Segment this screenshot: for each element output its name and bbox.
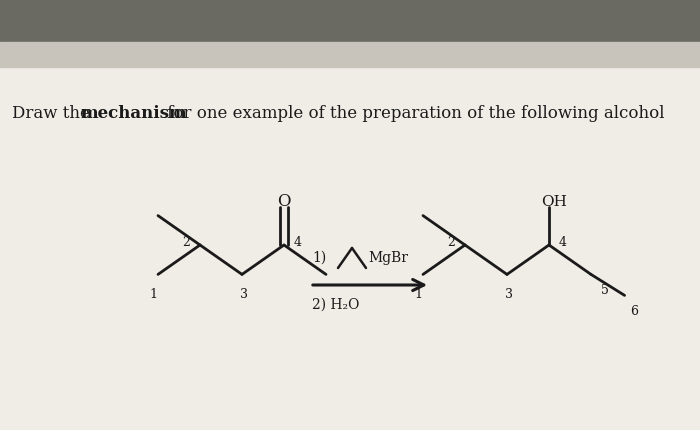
Text: 3: 3 (240, 289, 248, 301)
Text: 4: 4 (294, 237, 302, 249)
Text: OH: OH (541, 195, 567, 209)
Text: 6: 6 (631, 305, 638, 318)
Text: O: O (277, 193, 290, 210)
Text: 2) H₂O: 2) H₂O (312, 298, 359, 312)
Text: 1: 1 (414, 289, 422, 301)
Text: 5: 5 (601, 284, 609, 298)
Text: Draw the: Draw the (12, 105, 95, 122)
Bar (0, 42, 700, 67)
Bar (0, 55, 700, 430)
Text: 2: 2 (182, 237, 190, 249)
Text: 2: 2 (447, 237, 455, 249)
Text: MgBr: MgBr (368, 251, 408, 265)
Text: 1): 1) (312, 251, 326, 265)
Text: for one example of the preparation of the following alcohol: for one example of the preparation of th… (162, 105, 664, 122)
Text: 1: 1 (149, 289, 157, 301)
Text: 3: 3 (505, 289, 513, 301)
Text: 4: 4 (559, 237, 567, 249)
Text: mechanism: mechanism (80, 105, 187, 122)
Bar (0, 0, 700, 55)
